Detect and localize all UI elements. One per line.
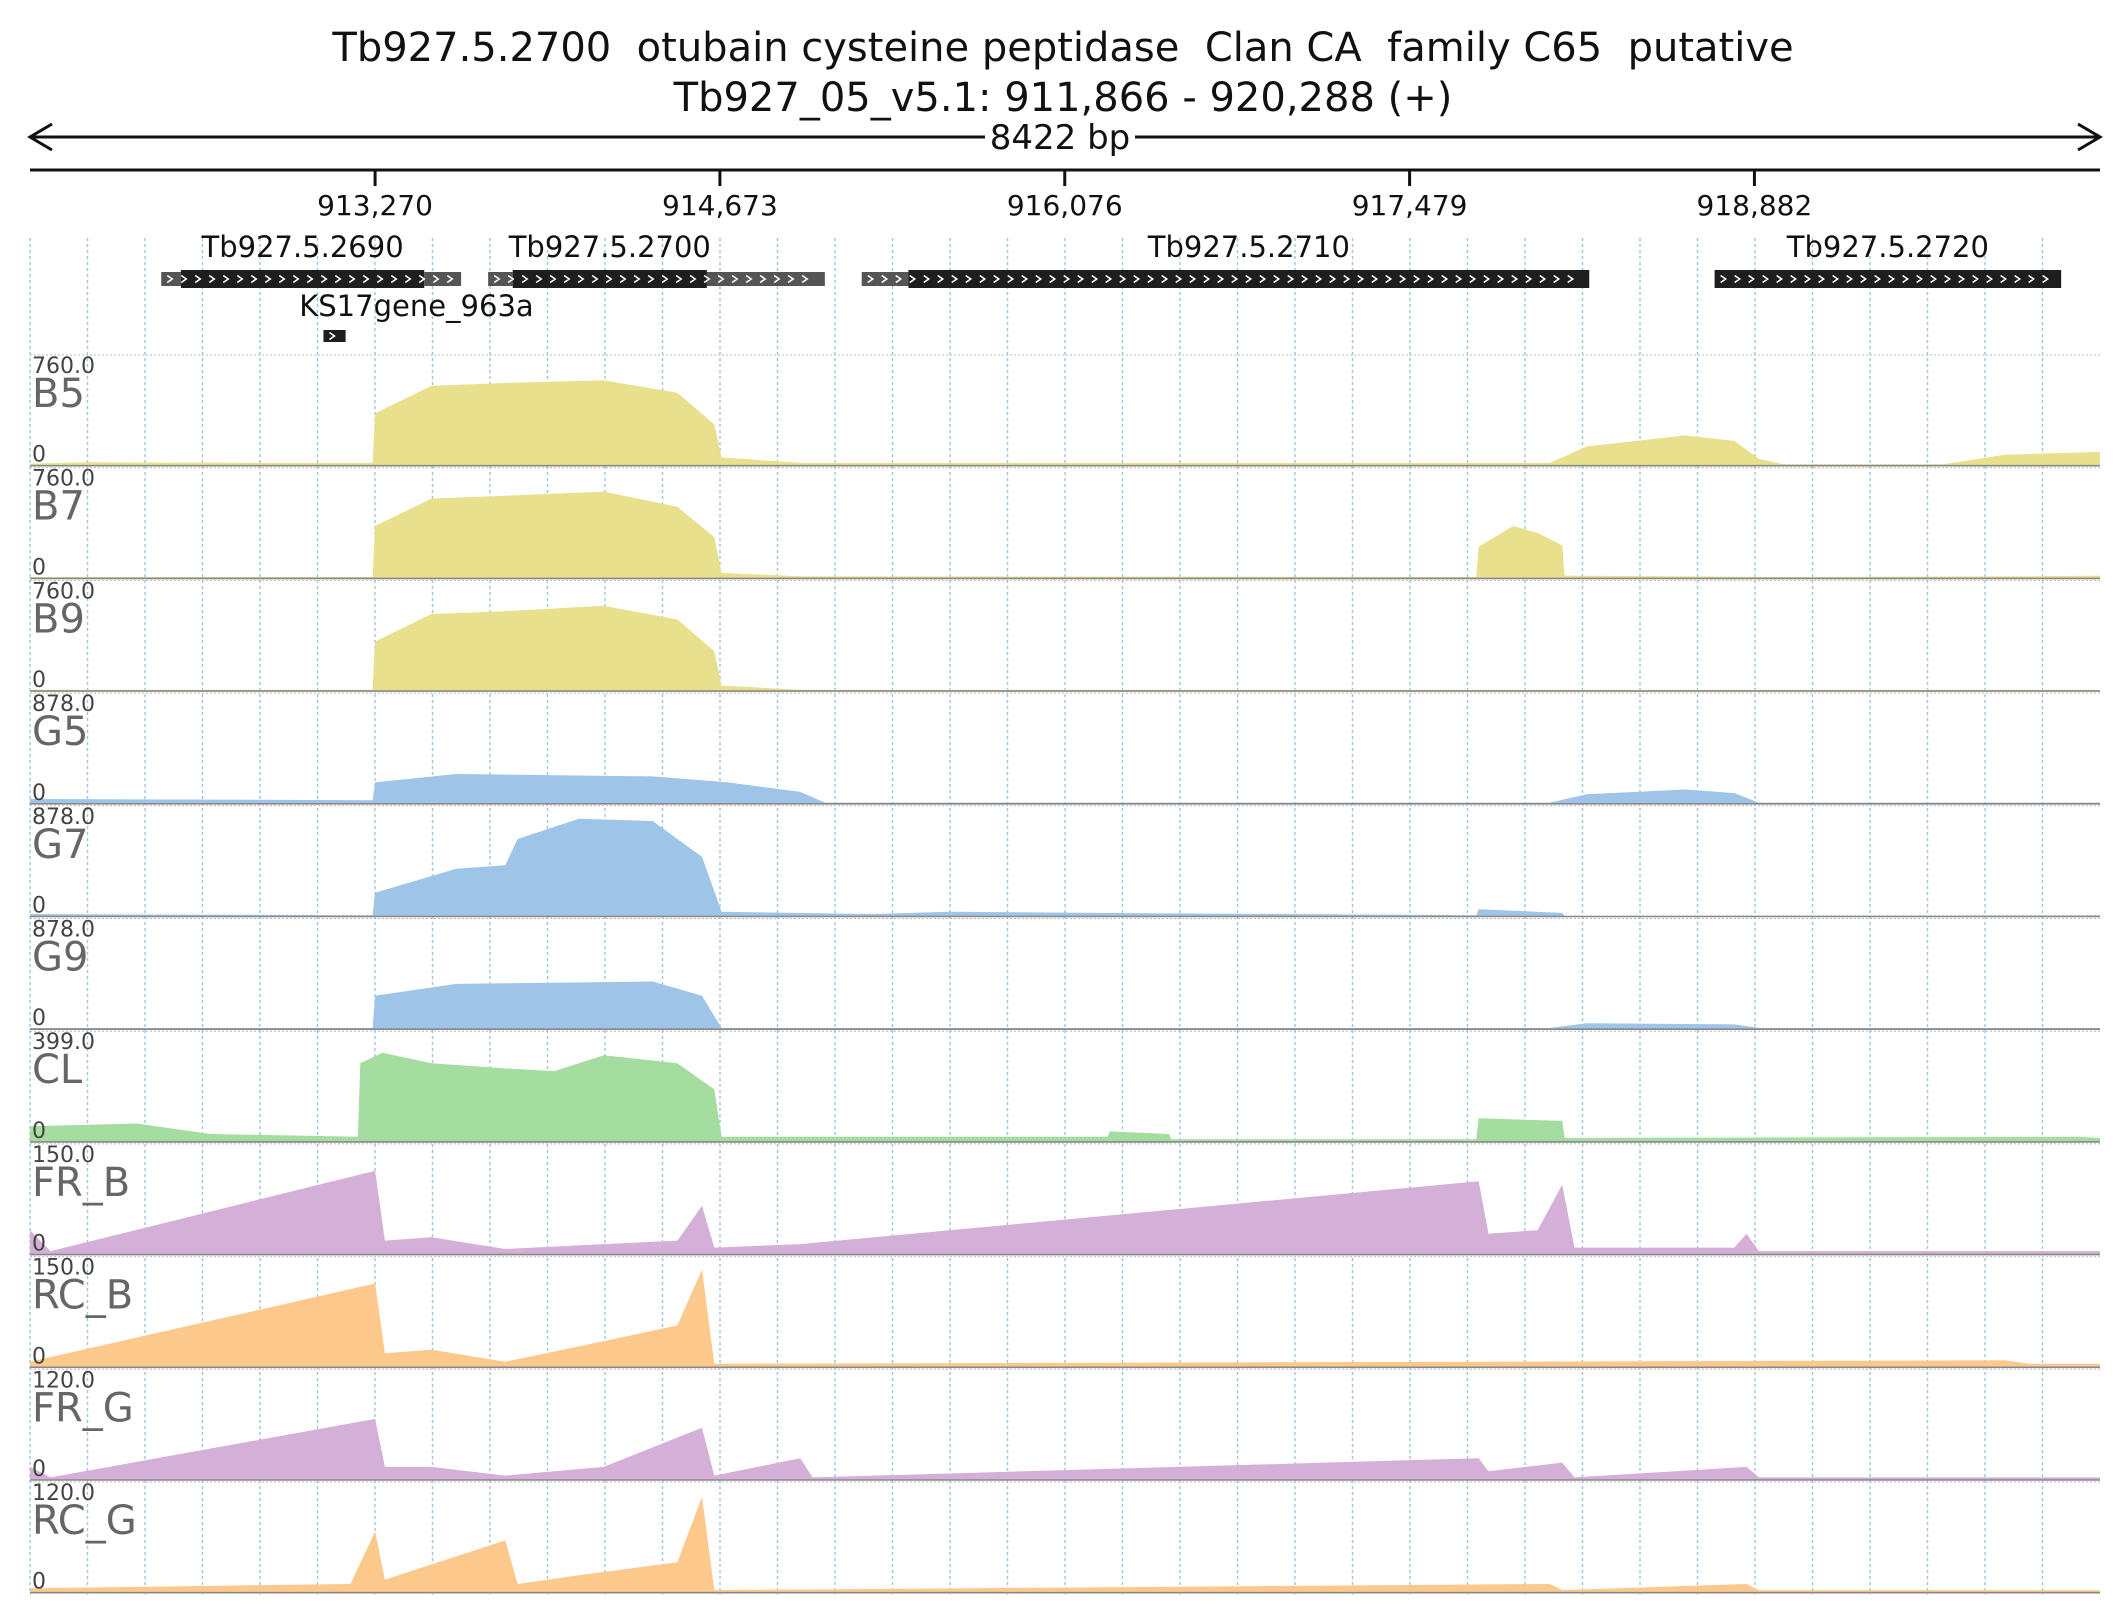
track-name: G7 — [32, 822, 88, 868]
strand-chevron-icon — [329, 331, 336, 341]
gene-utr — [424, 272, 462, 286]
gene-label: Tb927.5.2720 — [1786, 230, 1989, 264]
track-name: G9 — [32, 935, 88, 981]
track-max-label: 878.0 — [32, 692, 95, 717]
track-name: FR_B — [32, 1160, 130, 1206]
gene-cds — [180, 270, 425, 288]
coverage-track-b9[interactable]: 760.0B9 0 — [30, 579, 2100, 693]
track-max-label: 878.0 — [32, 805, 95, 830]
gene-label: KS17gene_963a — [299, 289, 533, 323]
coverage-track-fr-b[interactable]: 150.0FR_B 0 — [30, 1143, 2100, 1257]
gene-title: Tb927.5.2700 otubain cysteine peptidase … — [332, 25, 1794, 71]
span-arrow-right-icon — [2077, 122, 2103, 152]
track-name: RC_G — [32, 1498, 137, 1544]
track-max-label: 399.0 — [32, 1030, 95, 1055]
strand-chevron-icon — [867, 274, 1575, 284]
track-min-label: 0 — [32, 555, 46, 580]
track-max-label: 760.0 — [32, 354, 95, 379]
gene-annotation-track: Tb927.5.2690 Tb927.5.2700 Tb927.5.2710 Tb92… — [161, 230, 2062, 342]
track-max-label: 120.0 — [32, 1368, 95, 1393]
track-name: B7 — [32, 484, 85, 530]
gene-cds — [1714, 270, 2062, 288]
span-arrow-left-icon — [27, 122, 53, 152]
track-min-label: 0 — [32, 894, 46, 919]
ruler-tick-label: 913,270 — [317, 189, 433, 222]
coverage-area — [30, 1170, 2100, 1255]
track-name: RC_B — [32, 1273, 133, 1319]
coverage-track-g7[interactable]: 878.0G7 0 — [30, 805, 2100, 919]
ruler-tick-label: 914,673 — [662, 189, 778, 222]
track-min-label: 0 — [32, 1232, 46, 1257]
span-label-bg — [985, 118, 1135, 158]
track-max-label: 120.0 — [32, 1481, 95, 1506]
track-min-label: 0 — [32, 668, 46, 693]
coverage-area — [30, 774, 2100, 804]
strand-chevron-icon — [1720, 274, 2050, 284]
strand-chevron-icon — [493, 274, 809, 284]
track-name: CL — [32, 1047, 83, 1093]
track-name: FR_G — [32, 1385, 134, 1431]
ruler-tick-label: 917,479 — [1352, 189, 1468, 222]
gene-cds — [908, 270, 1590, 288]
track-max-label: 878.0 — [32, 918, 95, 943]
track-min-label: 0 — [32, 1119, 46, 1144]
coverage-track-fr-g[interactable]: 120.0FR_G 0 — [30, 1368, 2100, 1482]
track-min-label: 0 — [32, 1570, 46, 1595]
coverage-track-b5[interactable]: 760.0B5 0 — [30, 354, 2100, 468]
coverage-area — [30, 981, 2100, 1030]
track-min-label: 0 — [32, 1006, 46, 1031]
gene-label: Tb927.5.2690 — [200, 230, 403, 264]
coverage-track-g5[interactable]: 878.0G5 0 — [30, 692, 2100, 806]
coverage-track-rc-b[interactable]: 150.0RC_B 0 — [30, 1256, 2100, 1370]
coordinate-ruler: 913,270 914,673 916,076 917,479 918,882 — [30, 168, 2100, 222]
coverage-area — [30, 380, 2100, 466]
track-max-label: 150.0 — [32, 1256, 95, 1281]
track-max-label: 150.0 — [32, 1143, 95, 1168]
track-name: B5 — [32, 371, 85, 417]
coverage-track-g9[interactable]: 878.0G9 0 — [30, 918, 2100, 1032]
track-max-label: 760.0 — [32, 579, 95, 604]
track-min-label: 0 — [32, 781, 46, 806]
ruler-tick-label: 916,076 — [1007, 189, 1123, 222]
locus-coordinates: Tb927_05_v5.1: 911,866 - 920,288 (+) — [673, 75, 1453, 121]
track-name: G5 — [32, 709, 88, 755]
coverage-tracks: 760.0B50760.0B70760.0B90878.0G50878.0G70… — [30, 354, 2100, 1595]
gene-label: Tb927.5.2700 — [508, 230, 711, 264]
coverage-track-cl[interactable]: 399.0CL 0 — [30, 1030, 2100, 1144]
track-min-label: 0 — [32, 443, 46, 468]
coverage-area — [30, 605, 2100, 692]
track-min-label: 0 — [32, 1457, 46, 1482]
gene-feature[interactable]: Tb927.5.2700 — [488, 230, 825, 288]
gene-feature[interactable]: Tb927.5.2710 — [861, 230, 1590, 288]
coverage-track-rc-g[interactable]: 120.0RC_G 0 — [30, 1481, 2100, 1595]
span-indicator: 8422 bp — [27, 118, 2103, 158]
coverage-area — [30, 1052, 2100, 1142]
coverage-area — [30, 1269, 2100, 1368]
coverage-area — [30, 1418, 2100, 1480]
gene-feature[interactable]: KS17gene_963a — [299, 289, 534, 342]
gene-feature[interactable]: Tb927.5.2720 — [1714, 230, 2062, 288]
gene-label: Tb927.5.2710 — [1147, 230, 1350, 264]
track-max-label: 760.0 — [32, 467, 95, 492]
strand-chevron-icon — [166, 274, 454, 284]
track-name: B9 — [32, 596, 85, 642]
track-min-label: 0 — [32, 1344, 46, 1369]
gene-feature[interactable]: Tb927.5.2690 — [161, 230, 462, 288]
coverage-area — [30, 818, 2100, 917]
coverage-track-b7[interactable]: 760.0B7 0 — [30, 467, 2100, 581]
span-label: 8422 bp — [990, 118, 1131, 158]
coverage-area — [30, 491, 2100, 579]
ruler-tick-label: 918,882 — [1697, 189, 1813, 222]
